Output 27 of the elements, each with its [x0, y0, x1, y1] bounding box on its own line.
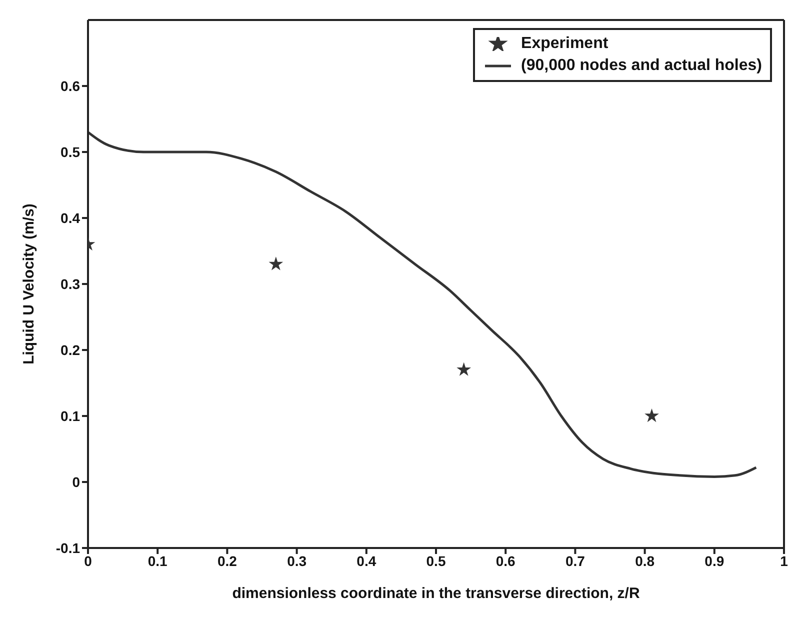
y-tick-label: 0.2	[60, 342, 80, 358]
y-tick-label: 0	[72, 474, 80, 490]
legend-label: (90,000 nodes and actual holes)	[521, 56, 762, 76]
point	[456, 362, 472, 376]
y-tick-label: 0.1	[60, 408, 80, 424]
x-tick-label: 0.5	[426, 552, 446, 569]
x-tick-label: 0.2	[217, 552, 238, 569]
x-tick-label: 0.8	[635, 552, 655, 569]
y-tick-label: 0.5	[60, 144, 80, 160]
line-series	[88, 130, 758, 478]
y-axis-title: Liquid U Velocity (m/s)	[20, 204, 38, 364]
legend-label: Experiment	[521, 34, 608, 54]
x-axis-title: dimensionless coordinate in the transverse direction, z/R	[232, 585, 640, 602]
x-tick-label: 1	[780, 552, 788, 569]
x-tick-label: 0.9	[704, 552, 724, 569]
point	[268, 256, 284, 270]
x-tick-label: 0.4	[356, 552, 376, 569]
x-tick-label: 0.3	[287, 552, 307, 569]
point	[644, 408, 659, 422]
x-tick-label: 0	[84, 552, 92, 569]
x-tick-label: 0.1	[148, 552, 168, 569]
y-tick-label: -0.1	[56, 540, 80, 556]
x-tick-label: 0.7	[565, 552, 586, 569]
y-tick-label: 0.3	[60, 276, 80, 292]
y-tick-label: 0.6	[60, 78, 80, 94]
x-tick-label: 0.6	[496, 552, 516, 569]
y-tick-label: 0.4	[60, 210, 80, 226]
